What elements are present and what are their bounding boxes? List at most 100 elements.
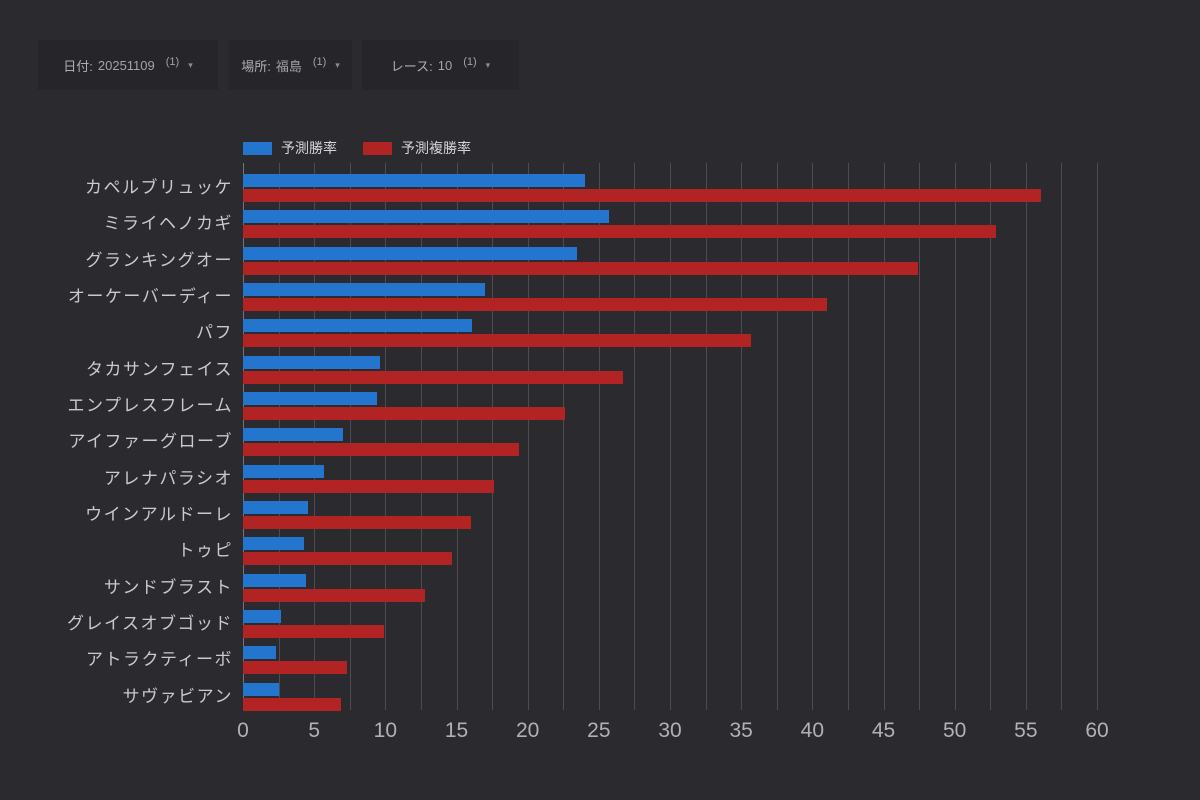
gridline xyxy=(492,163,494,710)
filter-date-value: 20251109 xyxy=(97,57,155,73)
x-tick-label: 25 xyxy=(587,719,611,742)
place-rate-bar[interactable] xyxy=(243,370,624,384)
gridline xyxy=(1025,163,1027,710)
place-rate-swatch-icon xyxy=(363,141,392,155)
filter-date-dropdown[interactable]: 日付: 20251109 (1) ▾ xyxy=(38,40,218,90)
x-tick-label: 40 xyxy=(800,719,824,742)
place-rate-bar[interactable] xyxy=(243,516,471,529)
gridline xyxy=(705,163,707,710)
gridline xyxy=(527,163,529,710)
win-rate-bar[interactable] xyxy=(243,283,485,296)
gridline xyxy=(563,163,565,710)
category-label: グレイスオブゴッド xyxy=(67,614,233,633)
legend-item-win-rate[interactable]: 予測勝率 xyxy=(243,138,337,158)
chevron-down-icon[interactable]: ▾ xyxy=(335,59,340,70)
gridline xyxy=(598,163,600,710)
gridline xyxy=(1097,163,1098,710)
gridline xyxy=(1061,163,1063,710)
filter-race-dropdown[interactable]: レース: 10 (1) ▾ xyxy=(362,40,519,90)
category-label: ウインアルドーレ xyxy=(85,505,233,524)
legend-item-place-rate[interactable]: 予測複勝率 xyxy=(363,138,471,158)
place-rate-bar[interactable] xyxy=(243,189,1042,202)
gridline xyxy=(812,163,814,710)
category-label: アイファーグローブ xyxy=(68,432,233,452)
win-rate-bar[interactable] xyxy=(243,246,578,260)
category-label: ミライヘノカギ xyxy=(103,214,233,234)
place-rate-bar[interactable] xyxy=(243,697,342,711)
filter-date-count: (1) xyxy=(165,56,180,68)
gridline xyxy=(883,163,885,710)
gridline xyxy=(990,163,992,710)
place-rate-bar[interactable] xyxy=(243,334,752,348)
category-label: パフ xyxy=(196,323,233,343)
place-rate-bar[interactable] xyxy=(243,225,996,239)
filter-race-count: (1) xyxy=(463,56,477,68)
filter-place-label: 場所: xyxy=(241,58,271,74)
x-tick-label: 0 xyxy=(237,719,249,742)
x-tick-label: 15 xyxy=(444,719,469,742)
place-rate-bar[interactable] xyxy=(243,479,494,493)
filter-place-dropdown[interactable]: 場所: 福島 (1) ▾ xyxy=(229,40,352,90)
gridline xyxy=(420,163,422,710)
chevron-down-icon[interactable]: ▾ xyxy=(188,59,193,70)
filter-race-label: レース: xyxy=(390,58,433,74)
gridline xyxy=(776,163,778,710)
x-tick-label: 60 xyxy=(1085,719,1109,742)
win-rate-bar[interactable] xyxy=(243,573,306,587)
x-tick-label: 45 xyxy=(871,719,896,742)
place-rate-bar[interactable] xyxy=(243,661,347,675)
win-rate-bar[interactable] xyxy=(243,501,309,514)
win-rate-swatch-icon xyxy=(243,141,272,155)
category-label: トゥピ xyxy=(177,541,233,561)
category-label: サヴァビアン xyxy=(122,686,233,706)
filter-date-label: 日付: xyxy=(63,58,93,74)
category-label: グランキングオー xyxy=(85,250,233,270)
legend-win-rate-label: 予測勝率 xyxy=(281,140,337,156)
gridline xyxy=(634,163,636,710)
gridline xyxy=(847,163,849,710)
legend-place-rate-label: 予測複勝率 xyxy=(401,140,471,156)
chevron-down-icon[interactable]: ▾ xyxy=(485,59,491,70)
category-label: アトラクティーボ xyxy=(86,650,233,670)
category-label: オーケーバーディー xyxy=(67,287,233,306)
win-rate-bar[interactable] xyxy=(243,210,609,224)
gridline xyxy=(741,163,743,710)
win-rate-bar[interactable] xyxy=(243,682,279,696)
x-tick-label: 20 xyxy=(515,719,540,742)
x-tick-label: 10 xyxy=(373,719,397,742)
win-rate-bar[interactable] xyxy=(243,537,305,551)
category-label: タカサンフェイス xyxy=(86,359,233,379)
chart-legend: 予測勝率 予測複勝率 xyxy=(243,138,471,158)
win-rate-bar[interactable] xyxy=(243,610,282,623)
win-rate-bar[interactable] xyxy=(243,646,276,660)
place-rate-bar[interactable] xyxy=(243,261,918,275)
gridline xyxy=(349,163,351,710)
x-tick-label: 30 xyxy=(658,719,682,742)
category-label: アレナパラシオ xyxy=(103,468,233,488)
win-rate-bar[interactable] xyxy=(243,355,380,369)
x-tick-label: 50 xyxy=(942,719,967,742)
place-rate-bar[interactable] xyxy=(243,443,520,457)
place-rate-bar[interactable] xyxy=(243,625,384,638)
place-rate-bar[interactable] xyxy=(243,588,426,602)
win-rate-bar[interactable] xyxy=(243,319,473,333)
filter-race-value: 10 xyxy=(437,57,453,73)
x-tick-label: 5 xyxy=(308,719,320,742)
win-rate-bar[interactable] xyxy=(243,174,585,187)
filter-place-value: 福島 xyxy=(275,58,302,74)
win-rate-bar[interactable] xyxy=(243,392,377,405)
filter-place-count: (1) xyxy=(312,56,327,68)
x-tick-label: 35 xyxy=(729,719,753,742)
gridline xyxy=(385,163,387,710)
win-rate-bar[interactable] xyxy=(243,428,343,442)
category-label: カペルブリュッケ xyxy=(85,178,233,197)
gridline xyxy=(456,163,458,710)
win-rate-bar[interactable] xyxy=(243,464,325,478)
place-rate-bar[interactable] xyxy=(243,298,827,311)
place-rate-bar[interactable] xyxy=(243,407,565,420)
gridline xyxy=(954,163,956,710)
category-label: サンドブラスト xyxy=(103,577,233,597)
place-rate-bar[interactable] xyxy=(243,552,453,566)
